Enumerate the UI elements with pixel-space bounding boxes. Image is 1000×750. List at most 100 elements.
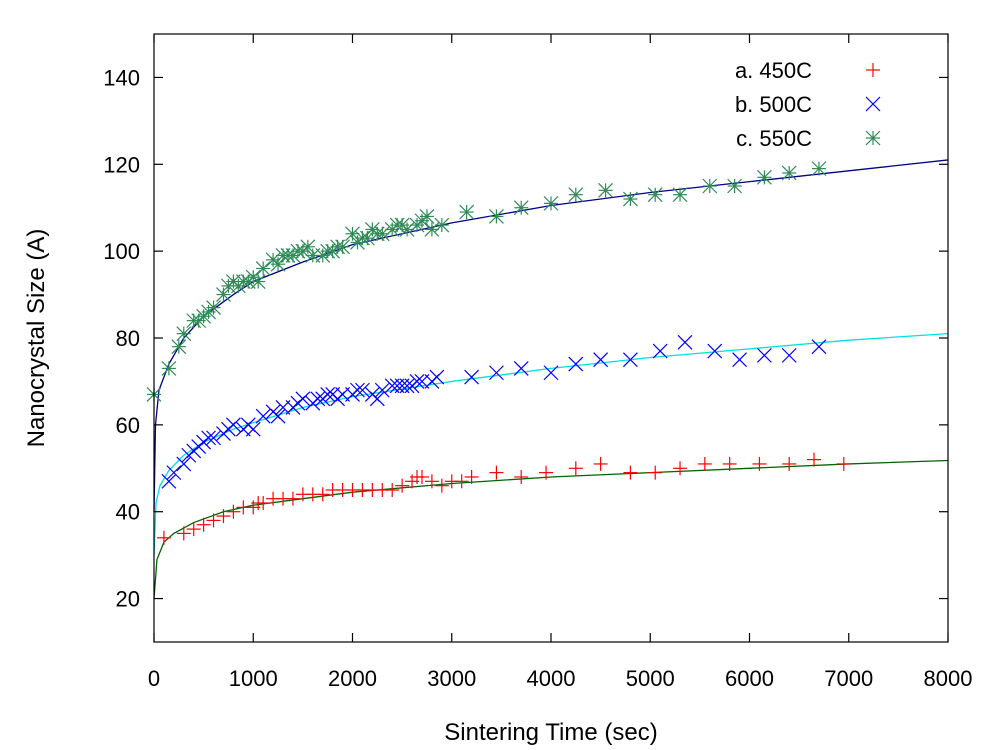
- data-point: [206, 430, 221, 446]
- data-point: [568, 187, 584, 203]
- data-point: [732, 352, 747, 368]
- data-point: [206, 513, 221, 528]
- data-point: [543, 195, 559, 211]
- legend-label: b. 500C: [735, 92, 812, 117]
- data-point: [568, 461, 583, 476]
- data-point: [285, 491, 300, 506]
- data-point: [811, 339, 827, 355]
- data-point: [811, 161, 827, 177]
- x-tick-label: 4000: [527, 666, 576, 691]
- data-point: [414, 469, 429, 484]
- legend-label: c. 550C: [736, 126, 812, 151]
- fit-curve-2: [153, 333, 949, 556]
- tick-labels: 0 1000 2000 3000 4000 5000 6000 7000 8000 20 40 60 8…: [103, 65, 972, 691]
- data-point: [355, 382, 370, 398]
- data-point: [245, 421, 261, 437]
- data-point: [350, 382, 365, 398]
- data-point: [722, 456, 737, 471]
- data-point: [488, 208, 504, 224]
- data-point: [161, 360, 177, 376]
- data-point: [672, 187, 688, 203]
- data-point: [409, 374, 425, 389]
- data-point: [513, 200, 529, 216]
- data-point: [652, 343, 668, 359]
- legend: a. 450C b. 500C c. 550C: [735, 58, 881, 151]
- legend-entry-3: c. 550C: [736, 126, 881, 151]
- data-point: [255, 261, 271, 276]
- data-point: [593, 456, 608, 471]
- data-point: [752, 456, 767, 471]
- data-point: [836, 456, 851, 471]
- data-point: [648, 465, 663, 480]
- x-tick-label: 2000: [328, 666, 377, 691]
- data-point: [369, 391, 385, 407]
- data-point: [310, 391, 326, 407]
- data-point: [464, 369, 480, 385]
- y-tick-label: 20: [116, 587, 140, 612]
- series-1-points: [156, 452, 851, 545]
- data-point: [434, 478, 449, 493]
- x-tick-label: 1000: [229, 666, 278, 691]
- data-point: [176, 326, 192, 342]
- data-point: [647, 187, 663, 203]
- data-point: [320, 387, 336, 402]
- data-point: [186, 522, 201, 537]
- data-point: [335, 239, 350, 255]
- x-tick-label: 3000: [427, 666, 476, 691]
- data-point: [385, 483, 400, 497]
- data-point: [225, 417, 241, 433]
- data-point: [176, 526, 191, 541]
- data-point: [593, 352, 609, 368]
- y-tick-label: 100: [103, 239, 140, 264]
- data-point: [166, 465, 182, 481]
- y-tick-label: 140: [103, 65, 140, 90]
- y-tick-label: 80: [116, 326, 140, 351]
- data-point: [781, 165, 797, 181]
- data-point: [196, 517, 211, 532]
- data-point: [226, 504, 241, 519]
- data-point: [807, 452, 822, 467]
- legend-marker: [865, 130, 881, 146]
- data-point: [206, 300, 221, 316]
- data-point: [216, 509, 231, 524]
- data-point: [513, 360, 529, 376]
- x-tick-label: 6000: [725, 666, 774, 691]
- data-point: [756, 169, 772, 185]
- data-point: [374, 382, 390, 398]
- data-point: [459, 204, 475, 220]
- data-point: [598, 182, 614, 198]
- data-point: [514, 469, 529, 484]
- fit-curve-3: [153, 159, 949, 512]
- data-point: [424, 474, 439, 489]
- data-point: [697, 456, 712, 471]
- y-tick-label: 60: [116, 413, 140, 438]
- series-3-points: [146, 161, 827, 402]
- data-point: [702, 178, 718, 194]
- data-point: [488, 365, 504, 381]
- x-tick-label: 0: [148, 666, 160, 691]
- data-point: [781, 347, 797, 363]
- x-axis-label: Sintering Time (sec): [444, 719, 657, 746]
- x-tick-label: 5000: [626, 666, 675, 691]
- x-tick-label: 8000: [924, 666, 973, 691]
- data-point: [568, 356, 584, 372]
- data-point: [161, 473, 177, 489]
- data-point: [201, 430, 217, 446]
- y-tick-label: 120: [103, 152, 140, 177]
- data-point: [171, 339, 187, 355]
- data-point: [156, 530, 171, 545]
- data-point: [543, 365, 559, 381]
- data-point: [707, 343, 723, 359]
- data-point: [399, 378, 415, 394]
- legend-marker: [865, 96, 881, 112]
- data-point: [250, 274, 266, 289]
- data-point: [419, 208, 435, 224]
- y-tick-label: 40: [116, 500, 140, 525]
- data-point: [782, 456, 797, 471]
- data-point: [395, 478, 410, 493]
- data-point: [673, 461, 688, 476]
- data-point: [176, 456, 192, 472]
- data-point: [454, 474, 469, 489]
- legend-entry-2: b. 500C: [735, 92, 881, 117]
- legend-entry-1: a. 450C: [735, 58, 880, 83]
